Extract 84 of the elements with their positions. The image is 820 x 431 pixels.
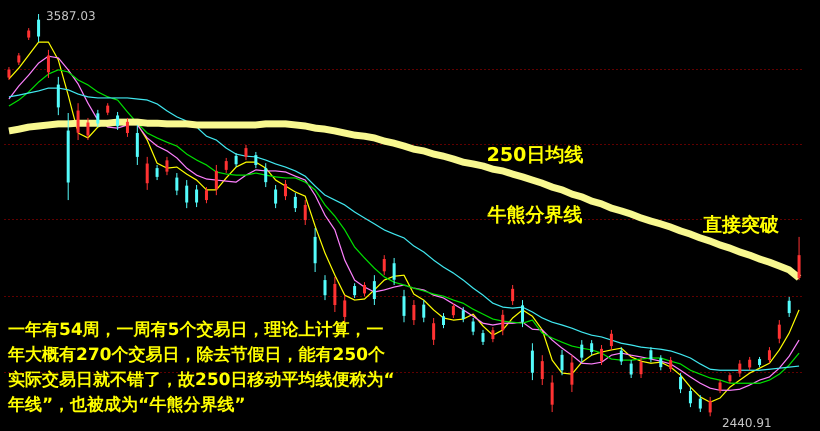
- candlestick: [649, 346, 652, 363]
- candlestick: [126, 117, 129, 138]
- candlestick: [254, 151, 258, 169]
- candlestick: [511, 284, 514, 306]
- candlestick: [214, 164, 218, 196]
- candlestick: [382, 254, 386, 276]
- candlestick: [482, 329, 485, 346]
- candlestick: [669, 356, 672, 373]
- candlestick: [412, 300, 416, 326]
- annotation: 牛熊分界线: [486, 204, 582, 226]
- candlestick: [185, 180, 188, 209]
- candlestick: [402, 289, 406, 323]
- candlestick: [610, 329, 613, 350]
- candlestick: [372, 274, 376, 306]
- candlestick: [76, 102, 80, 141]
- candlestick: [679, 372, 682, 394]
- candlestick: [640, 357, 643, 378]
- candlestick: [116, 111, 120, 130]
- candlestick: [56, 76, 60, 116]
- candlestick: [46, 49, 50, 78]
- candlestick: [452, 302, 455, 318]
- candlestick: [708, 396, 712, 417]
- candlestick: [788, 296, 791, 318]
- candlestick: [530, 342, 534, 381]
- candlestick: [284, 180, 287, 201]
- candlestick: [798, 236, 801, 281]
- candlestick: [333, 276, 336, 313]
- candlestick: [600, 344, 604, 366]
- candlestick: [491, 326, 494, 343]
- candlestick: [244, 144, 248, 161]
- candlestick: [550, 374, 554, 413]
- candlestick: [274, 184, 278, 209]
- candlestick: [96, 109, 100, 128]
- annotation: 2440.91: [722, 416, 772, 430]
- candlestick: [540, 354, 544, 386]
- candlestick: [718, 380, 722, 394]
- candlestick: [442, 312, 446, 329]
- candlestick: [659, 354, 662, 371]
- candlestick: [195, 184, 198, 208]
- candlestick: [698, 394, 702, 413]
- candlestick: [620, 346, 623, 366]
- candlestick: [580, 340, 584, 363]
- candlestick: [748, 356, 752, 371]
- candlestick: [362, 282, 366, 297]
- candlestick: [7, 66, 10, 81]
- candlestick: [304, 200, 307, 226]
- candlestick: [234, 152, 238, 168]
- candlestick: [204, 186, 208, 204]
- candlestick: [590, 340, 594, 356]
- candlestick: [472, 317, 475, 336]
- candlestick: [27, 28, 30, 41]
- candlestick: [462, 306, 465, 323]
- candlestick: [175, 172, 178, 196]
- candlestick: [165, 156, 168, 176]
- candlestick: [17, 52, 20, 66]
- annotation: 250日均线: [486, 144, 584, 166]
- candlestick: [156, 164, 159, 181]
- candlestick: [392, 257, 396, 286]
- candlestick: [294, 192, 297, 212]
- annotation: 直接突破: [702, 214, 780, 236]
- candlestick: [37, 14, 40, 43]
- candlestick: [422, 300, 426, 323]
- candlestick: [768, 346, 771, 364]
- candlestick: [264, 162, 268, 188]
- candlestick: [224, 157, 228, 174]
- candlestick: [146, 156, 149, 190]
- candlestick: [521, 300, 524, 328]
- candlestick: [136, 124, 139, 166]
- candlestick: [758, 356, 762, 368]
- candlestick: [106, 102, 110, 116]
- candlestick: [353, 282, 356, 298]
- candlestick: [630, 360, 633, 378]
- candlestick: [501, 309, 504, 336]
- candlestick: [728, 372, 732, 384]
- candlestick: [570, 354, 574, 393]
- candlestick: [560, 349, 564, 376]
- candlestick: [86, 117, 90, 141]
- candlestick: [432, 317, 436, 346]
- candlestick: [738, 360, 742, 378]
- candlestick: [778, 320, 781, 344]
- annotation: 3587.03: [46, 9, 96, 23]
- candlestick: [323, 274, 326, 301]
- annotation: 一年有54周，一周有5个交易日，理论上计算，一年大概有270个交易日，除去节假日，能有250个实际交易日就不错了，故250日移动平均线便称为“年线”，也被成为“牛熊分界线”: [7, 320, 395, 415]
- candlestick: [688, 386, 692, 408]
